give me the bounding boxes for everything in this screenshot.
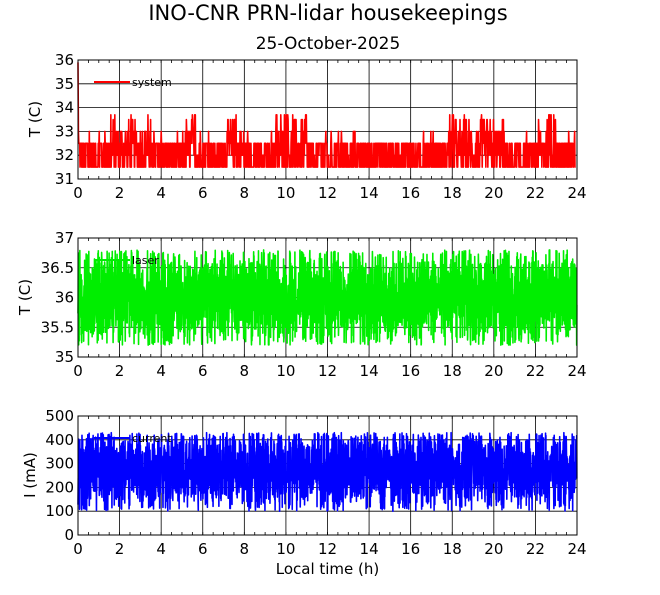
legend-label: system xyxy=(132,76,172,89)
x-tick-label: 4 xyxy=(156,362,166,380)
x-tick-label: 8 xyxy=(240,540,250,558)
series-line-system xyxy=(77,62,577,168)
x-tick-label: 16 xyxy=(401,184,420,202)
x-tick-label: 10 xyxy=(276,362,295,380)
x-tick-label: 22 xyxy=(526,362,545,380)
y-tick-label: 35 xyxy=(55,75,74,93)
y-tick-label: 400 xyxy=(45,431,74,449)
y-axis-label: T (C) xyxy=(16,279,34,316)
x-tick-label: 18 xyxy=(443,184,462,202)
y-tick-label: 100 xyxy=(45,502,74,520)
y-tick-label: 36 xyxy=(55,289,74,307)
x-tick-label: 10 xyxy=(276,184,295,202)
x-tick-label: 8 xyxy=(240,362,250,380)
x-tick-label: 12 xyxy=(318,540,337,558)
y-axis-label: T (C) xyxy=(26,101,44,138)
x-tick-label: 16 xyxy=(401,362,420,380)
y-tick-label: 300 xyxy=(45,455,74,473)
y-tick-label: 35.5 xyxy=(41,318,74,336)
y-axis-label: I (mA) xyxy=(21,452,39,498)
y-tick-label: 36.5 xyxy=(41,259,74,277)
y-tick-label: 31 xyxy=(55,170,74,188)
x-tick-label: 18 xyxy=(443,362,462,380)
x-tick-label: 14 xyxy=(360,362,379,380)
x-tick-label: 22 xyxy=(526,540,545,558)
x-tick-label: 6 xyxy=(198,540,208,558)
y-tick-label: 36 xyxy=(55,51,74,69)
legend-label: current xyxy=(132,432,172,445)
chart-subtitle: 25-October-2025 xyxy=(256,34,401,54)
x-tick-label: 2 xyxy=(115,362,125,380)
x-tick-label: 6 xyxy=(198,362,208,380)
chart-title: INO-CNR PRN-lidar housekeepings xyxy=(148,1,507,25)
x-tick-label: 6 xyxy=(198,184,208,202)
y-tick-label: 500 xyxy=(45,407,74,425)
y-tick-label: 0 xyxy=(64,526,74,544)
x-tick-label: 4 xyxy=(156,184,166,202)
y-tick-label: 200 xyxy=(45,478,74,496)
x-tick-label: 0 xyxy=(73,362,83,380)
x-tick-label: 24 xyxy=(567,540,586,558)
x-tick-label: 8 xyxy=(240,184,250,202)
x-tick-label: 0 xyxy=(73,184,83,202)
x-tick-label: 20 xyxy=(484,540,503,558)
x-axis-label: Local time (h) xyxy=(276,560,380,578)
x-tick-label: 2 xyxy=(115,540,125,558)
legend-label: laser xyxy=(132,254,159,267)
y-tick-label: 35 xyxy=(55,348,74,366)
x-tick-label: 20 xyxy=(484,362,503,380)
x-tick-label: 0 xyxy=(73,540,83,558)
x-tick-label: 24 xyxy=(567,362,586,380)
x-tick-label: 14 xyxy=(360,184,379,202)
x-tick-label: 10 xyxy=(276,540,295,558)
x-tick-label: 12 xyxy=(318,184,337,202)
x-tick-label: 16 xyxy=(401,540,420,558)
x-tick-label: 2 xyxy=(115,184,125,202)
y-tick-label: 32 xyxy=(55,146,74,164)
x-tick-label: 12 xyxy=(318,362,337,380)
x-tick-label: 18 xyxy=(443,540,462,558)
x-tick-label: 24 xyxy=(567,184,586,202)
x-tick-label: 14 xyxy=(360,540,379,558)
y-tick-label: 37 xyxy=(55,229,74,247)
x-tick-label: 4 xyxy=(156,540,166,558)
x-tick-label: 22 xyxy=(526,184,545,202)
series-line-current xyxy=(77,431,578,512)
x-tick-label: 20 xyxy=(484,184,503,202)
series-line-laser xyxy=(77,249,578,346)
y-tick-label: 33 xyxy=(55,122,74,140)
y-tick-label: 34 xyxy=(55,99,74,117)
